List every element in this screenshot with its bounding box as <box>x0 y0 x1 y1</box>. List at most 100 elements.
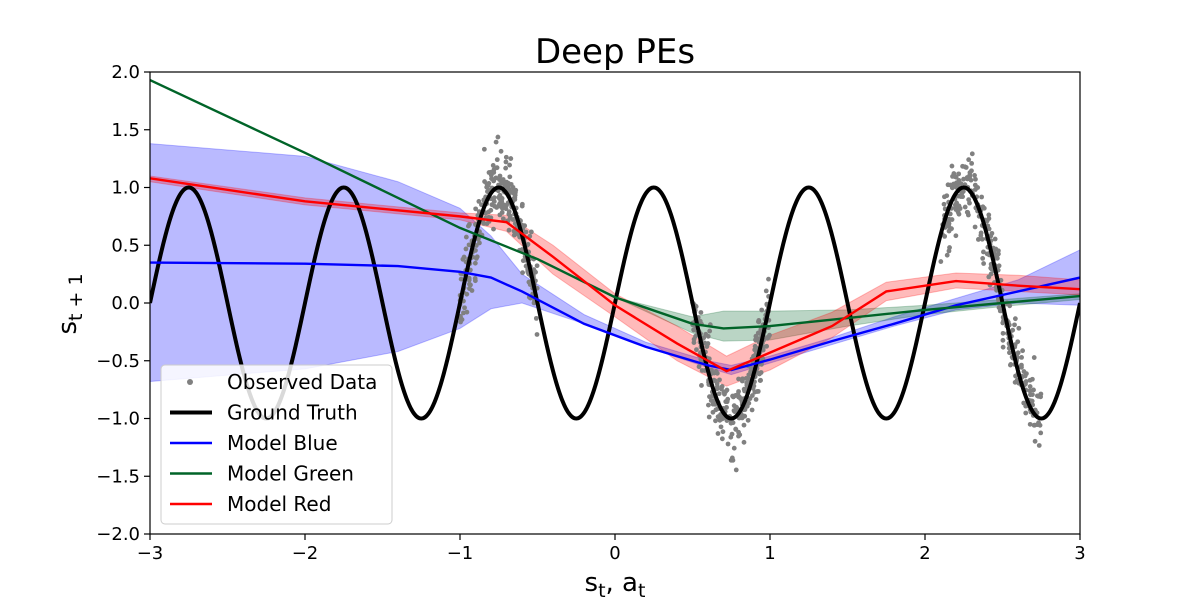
observed-data-point <box>743 376 749 381</box>
observed-data-point <box>504 202 509 208</box>
legend-label: Model Red <box>227 492 331 516</box>
legend: Observed Data Ground Truth Model Blue Model… <box>160 364 393 525</box>
observed-data-point <box>979 236 985 242</box>
observed-data-point <box>707 328 713 334</box>
observed-data-point <box>753 397 759 402</box>
observed-data-point <box>714 381 720 387</box>
observed-data-point <box>1036 393 1041 399</box>
observed-data-point <box>714 386 720 392</box>
observed-data-point <box>485 183 491 188</box>
observed-data-point <box>734 404 739 410</box>
legend-marker <box>187 379 193 385</box>
line-model-blue <box>150 261 1080 372</box>
observed-data-point <box>744 380 750 386</box>
observed-data-point <box>992 236 998 242</box>
observed-data-point <box>698 310 704 315</box>
observed-data-point <box>748 369 753 375</box>
observed-data-point <box>741 439 747 445</box>
legend-label: Observed Data <box>227 370 377 394</box>
observed-data-point <box>741 386 747 392</box>
observed-data-point <box>953 233 959 239</box>
observed-data-point <box>463 234 469 240</box>
observed-data-point <box>526 279 532 285</box>
observed-data-point <box>729 455 735 461</box>
observed-data-point <box>523 229 529 235</box>
observed-data-point <box>507 174 513 180</box>
observed-data-point <box>494 157 500 163</box>
observed-data-point <box>733 467 739 473</box>
observed-data-point <box>499 196 505 201</box>
y-tick-label: −2.0 <box>96 524 140 545</box>
observed-data-point <box>1016 325 1022 331</box>
observed-data-point <box>995 248 1001 254</box>
observed-data-point <box>955 181 961 187</box>
observed-data-point <box>740 413 746 419</box>
observed-data-point <box>458 319 463 325</box>
observed-data-point <box>705 333 711 339</box>
observed-data-point <box>986 216 992 221</box>
observed-data-point <box>481 146 487 152</box>
y-tick-label: 1.0 <box>111 178 140 199</box>
observed-data-point <box>960 163 965 169</box>
observed-data-point <box>503 165 509 171</box>
observed-data-point <box>721 389 727 395</box>
observed-data-point <box>758 370 764 375</box>
observed-data-point <box>964 209 970 215</box>
observed-data-point <box>996 305 1002 310</box>
observed-data-point <box>714 370 720 376</box>
observed-data-point <box>704 344 710 350</box>
observed-data-point <box>508 156 514 161</box>
observed-data-point <box>972 224 978 230</box>
observed-data-point <box>758 377 763 383</box>
observed-data-point <box>1007 350 1012 356</box>
x-tick-label: −2 <box>292 543 319 564</box>
observed-data-point <box>957 206 963 211</box>
observed-data-point <box>1031 355 1037 360</box>
legend-label: Model Green <box>227 462 354 486</box>
observed-data-point <box>980 204 986 210</box>
observed-data-point <box>1020 348 1026 354</box>
observed-data-point <box>691 327 697 333</box>
observed-data-point <box>696 364 702 370</box>
observed-data-point <box>946 248 952 254</box>
observed-data-point <box>476 198 482 204</box>
observed-data-point <box>473 248 478 253</box>
observed-data-point <box>503 206 509 212</box>
observed-data-point <box>949 163 955 169</box>
observed-data-point <box>706 414 712 420</box>
observed-data-point <box>503 154 509 160</box>
observed-data-point <box>707 394 712 400</box>
observed-data-point <box>946 228 952 234</box>
observed-data-point <box>960 188 966 194</box>
observed-data-point <box>493 175 499 181</box>
observed-data-point <box>980 256 986 261</box>
observed-data-point <box>468 282 473 288</box>
observed-data-point <box>753 333 759 339</box>
observed-data-point <box>723 399 729 405</box>
observed-data-point <box>500 178 505 184</box>
observed-data-point <box>534 263 540 269</box>
observed-data-point <box>978 230 984 236</box>
y-tick-label: 2.0 <box>111 62 140 83</box>
observed-data-point <box>969 161 975 166</box>
observed-data-point <box>497 173 503 179</box>
observed-data-point <box>733 393 739 398</box>
observed-data-point <box>986 226 992 232</box>
observed-data-point <box>989 230 995 236</box>
observed-data-point <box>1023 403 1029 409</box>
observed-data-point <box>1000 344 1006 350</box>
observed-data-point <box>482 179 487 184</box>
x-axis-ticks: −3 −2 −1 0 1 2 3 <box>137 534 1086 564</box>
observed-data-point <box>507 213 513 219</box>
observed-data-point <box>1019 362 1024 368</box>
observed-data-point <box>979 194 985 200</box>
observed-data-point <box>766 276 771 282</box>
observed-data-point <box>1000 330 1006 336</box>
observed-data-point <box>752 389 758 395</box>
observed-data-point <box>507 162 512 168</box>
x-axis-label: st, at <box>585 568 646 600</box>
observed-data-point <box>967 200 972 206</box>
observed-data-point <box>1032 438 1038 444</box>
observed-data-point <box>949 185 955 191</box>
